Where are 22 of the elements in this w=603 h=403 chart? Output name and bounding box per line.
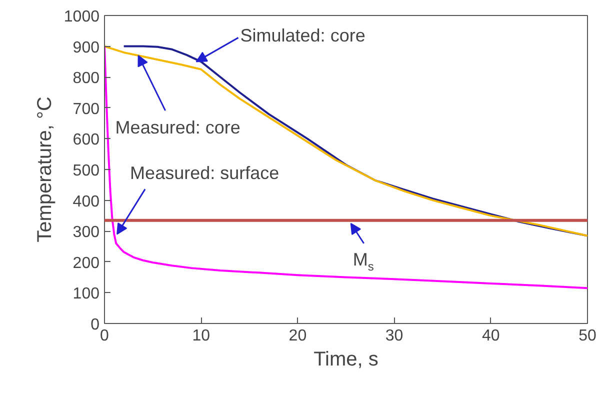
y-axis-title: Temperature, °C bbox=[34, 96, 56, 242]
y-tick-label: 400 bbox=[72, 193, 100, 210]
y-tick-label: 0 bbox=[90, 316, 100, 334]
y-tick-label: 1000 bbox=[64, 8, 100, 26]
x-tick-label: 40 bbox=[482, 328, 500, 344]
y-tick-label: 100 bbox=[72, 286, 100, 303]
y-tick-label: 600 bbox=[72, 132, 100, 149]
annotation: Measured: surface bbox=[130, 163, 280, 184]
y-tick-label: 800 bbox=[72, 70, 100, 88]
y-tick-label: 500 bbox=[72, 162, 100, 180]
y-tick-label: 900 bbox=[72, 39, 100, 56]
line-series bbox=[104, 45, 588, 290]
annotation: Simulated: core bbox=[240, 26, 366, 46]
y-tick-label: 300 bbox=[72, 224, 100, 242]
y-tick-label: 700 bbox=[72, 100, 100, 118]
annotation: Measured: core bbox=[115, 118, 240, 138]
y-tick-label: 200 bbox=[72, 254, 100, 272]
x-axis-title: Time, s bbox=[314, 348, 378, 370]
x-tick-label: 50 bbox=[578, 328, 596, 344]
x-tick-label: 10 bbox=[192, 328, 210, 344]
x-tick-label: 20 bbox=[288, 328, 307, 344]
x-tick-label: 30 bbox=[385, 328, 404, 344]
